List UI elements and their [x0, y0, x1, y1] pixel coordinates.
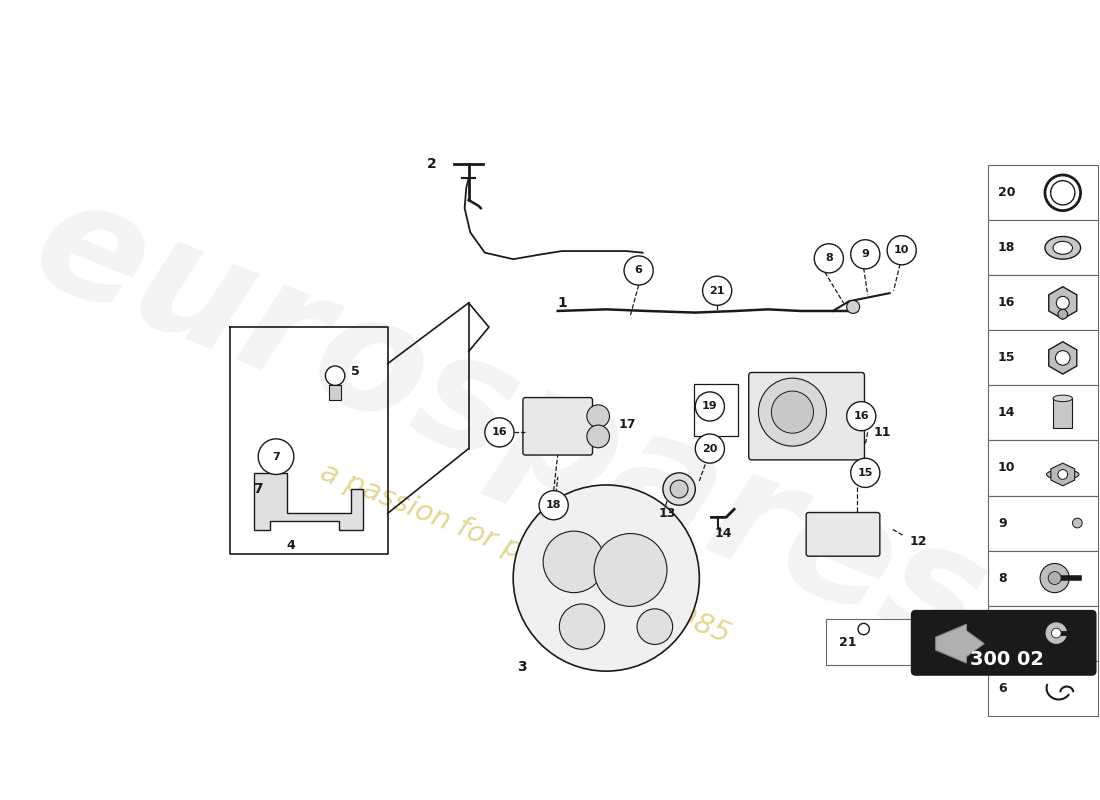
Circle shape [850, 240, 880, 269]
Text: 6: 6 [998, 682, 1006, 694]
Circle shape [258, 439, 294, 474]
Text: 1: 1 [558, 296, 568, 310]
Text: 2: 2 [427, 157, 437, 170]
FancyBboxPatch shape [330, 386, 341, 400]
Circle shape [695, 392, 725, 421]
Bar [1053, 398, 1072, 427]
Circle shape [1052, 628, 1062, 638]
Circle shape [1056, 296, 1069, 310]
Text: 4: 4 [286, 539, 295, 552]
Text: 16: 16 [998, 296, 1015, 310]
Circle shape [887, 236, 916, 265]
Text: 6: 6 [635, 266, 642, 275]
Circle shape [858, 623, 869, 634]
Bar [988, 330, 1098, 386]
Text: 14: 14 [998, 406, 1015, 419]
Text: 3: 3 [517, 660, 527, 674]
Circle shape [847, 402, 876, 430]
Text: 15: 15 [858, 468, 873, 478]
Circle shape [586, 405, 609, 427]
Bar [988, 550, 1098, 606]
Circle shape [814, 244, 844, 273]
Text: 10: 10 [998, 462, 1015, 474]
Text: 11: 11 [873, 426, 891, 439]
Bar [988, 661, 1098, 716]
Text: 20: 20 [702, 443, 717, 454]
Circle shape [594, 534, 667, 606]
Text: 13: 13 [658, 507, 675, 520]
Ellipse shape [1053, 395, 1072, 402]
Text: 8: 8 [998, 571, 1006, 585]
Ellipse shape [1045, 237, 1080, 259]
Text: 19: 19 [702, 402, 717, 411]
FancyBboxPatch shape [749, 373, 865, 460]
Text: 15: 15 [998, 351, 1015, 365]
Ellipse shape [1046, 470, 1079, 479]
Text: 9: 9 [861, 250, 869, 259]
Text: 9: 9 [998, 517, 1006, 530]
Bar [988, 166, 1098, 220]
Circle shape [559, 604, 605, 650]
FancyBboxPatch shape [522, 398, 593, 455]
Circle shape [539, 490, 569, 520]
Circle shape [850, 458, 880, 487]
Circle shape [1058, 310, 1068, 319]
Bar [988, 220, 1098, 275]
Bar [988, 275, 1098, 330]
Polygon shape [254, 473, 363, 530]
Circle shape [670, 480, 688, 498]
Circle shape [326, 366, 344, 386]
Ellipse shape [1053, 242, 1072, 254]
Text: 7: 7 [272, 452, 279, 462]
Bar [988, 495, 1098, 550]
Text: 16: 16 [854, 411, 869, 421]
Polygon shape [1048, 286, 1077, 319]
FancyBboxPatch shape [912, 611, 1096, 674]
Text: eurospares: eurospares [12, 163, 1006, 686]
Circle shape [695, 434, 725, 463]
Text: 18: 18 [998, 242, 1015, 254]
FancyBboxPatch shape [806, 513, 880, 556]
Circle shape [637, 609, 672, 645]
Polygon shape [1048, 342, 1077, 374]
Text: 17: 17 [618, 418, 636, 430]
Text: 7: 7 [998, 626, 1006, 640]
Text: 10: 10 [894, 246, 910, 255]
Text: 8: 8 [825, 254, 833, 263]
Text: 21: 21 [839, 635, 857, 649]
Text: 18: 18 [546, 500, 561, 510]
Circle shape [758, 378, 826, 446]
Text: 300 02: 300 02 [970, 650, 1044, 669]
Circle shape [1072, 518, 1082, 528]
Circle shape [543, 531, 605, 593]
Circle shape [1041, 563, 1069, 593]
Circle shape [586, 425, 609, 448]
Text: 12: 12 [910, 535, 927, 548]
Polygon shape [1050, 463, 1075, 486]
Circle shape [1056, 350, 1070, 365]
Text: 14: 14 [715, 527, 733, 540]
Text: 5: 5 [351, 365, 360, 378]
Text: 16: 16 [492, 427, 507, 438]
Circle shape [1045, 622, 1068, 645]
Bar [988, 606, 1098, 661]
Bar [826, 618, 912, 666]
Circle shape [624, 256, 653, 285]
Polygon shape [936, 624, 985, 663]
Text: 7: 7 [253, 482, 263, 496]
Text: 20: 20 [998, 186, 1015, 199]
Circle shape [485, 418, 514, 447]
Bar [988, 386, 1098, 441]
Circle shape [771, 391, 814, 433]
Circle shape [1048, 571, 1062, 585]
Text: 21: 21 [710, 286, 725, 296]
Bar [988, 441, 1098, 495]
Circle shape [663, 473, 695, 506]
Circle shape [514, 485, 700, 671]
Circle shape [703, 276, 732, 306]
Circle shape [847, 301, 859, 314]
Text: a passion for parts since 1985: a passion for parts since 1985 [316, 458, 735, 649]
Circle shape [1058, 470, 1068, 479]
